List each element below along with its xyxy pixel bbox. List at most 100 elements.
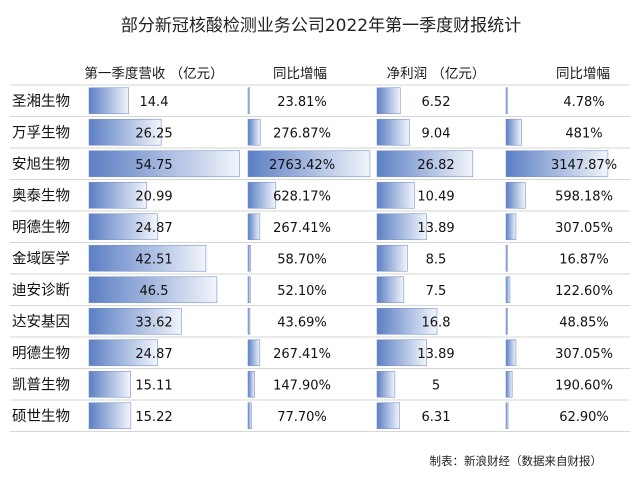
bar-net-profit [376, 339, 427, 367]
bar-profit-growth [505, 118, 522, 146]
value-label-revenue: 26.25 [135, 126, 172, 141]
value-label-revenue-growth: 52.10% [277, 284, 327, 299]
value-label-net-profit: 7.5 [426, 284, 447, 299]
header-revenue: 第一季度营收 （亿元） [84, 65, 223, 82]
bar-revenue-growth [247, 370, 255, 398]
company-label: 明德生物 [12, 219, 70, 236]
table-row: 圣湘生物 14.4 23.81% 6.52 4.78% [10, 87, 630, 117]
bar-revenue [88, 181, 148, 209]
bar-profit-growth [505, 402, 509, 430]
bar-revenue [88, 150, 240, 178]
company-label: 万孚生物 [12, 124, 70, 141]
bar-revenue-growth [247, 402, 252, 430]
header-revenue-growth: 同比增幅 [273, 66, 327, 82]
value-label-net-profit: 8.5 [426, 252, 447, 267]
value-label-revenue: 15.11 [135, 378, 172, 393]
company-label: 安旭生物 [12, 156, 70, 173]
value-label-revenue-growth: 147.90% [273, 378, 331, 393]
company-label: 迪安诊断 [12, 282, 70, 299]
value-label-revenue-growth: 276.87% [273, 126, 331, 141]
value-label-revenue: 20.99 [135, 189, 172, 204]
bar-net-profit [376, 150, 474, 178]
bar-net-profit [376, 402, 400, 430]
value-label-net-profit: 10.49 [417, 189, 454, 204]
bar-profit-growth [505, 339, 517, 367]
value-label-profit-growth: 4.78% [563, 95, 604, 110]
value-label-net-profit: 16.8 [422, 315, 451, 330]
bar-profit-growth [505, 244, 508, 272]
header-net-profit: 净利润 （亿元） [387, 66, 486, 82]
bar-revenue [88, 118, 162, 146]
value-label-revenue-growth: 267.41% [273, 347, 331, 362]
bar-revenue [88, 213, 158, 241]
table-row: 奥泰生物 20.99 628.17% 10.49 598.18% [10, 181, 630, 212]
bar-revenue-growth [247, 213, 261, 241]
bar-revenue-growth [247, 181, 277, 209]
value-label-profit-growth: 62.90% [559, 410, 609, 425]
header-profit-growth: 同比增幅 [556, 66, 610, 82]
company-label: 明德生物 [12, 345, 70, 362]
table-row: 明德生物 24.87 267.41% 13.89 307.05% [10, 339, 630, 369]
table-row: 凯普生物 15.11 147.90% 5 190.60% [10, 370, 630, 401]
value-label-revenue-growth: 2763.42% [269, 158, 335, 173]
bar-revenue [88, 244, 207, 272]
value-label-revenue: 46.5 [140, 284, 169, 299]
bar-net-profit [376, 307, 438, 335]
value-label-net-profit: 6.31 [422, 410, 451, 425]
bar-profit-growth [505, 370, 513, 398]
bar-net-profit [376, 87, 401, 115]
table-row: 硕世生物 15.22 77.70% 6.31 62.90% [10, 402, 630, 432]
bar-profit-growth [505, 307, 508, 335]
bar-revenue [88, 307, 182, 335]
value-label-profit-growth: 16.87% [559, 252, 609, 267]
value-label-profit-growth: 598.18% [555, 189, 613, 204]
bar-revenue [88, 276, 218, 304]
value-label-profit-growth: 190.60% [555, 378, 613, 393]
value-label-revenue-growth: 43.69% [277, 315, 327, 330]
bar-revenue [88, 402, 132, 430]
value-label-revenue: 33.62 [135, 315, 172, 330]
company-label: 奥泰生物 [12, 187, 70, 204]
bar-net-profit [376, 370, 396, 398]
bar-revenue [88, 339, 158, 367]
value-label-profit-growth: 122.60% [555, 284, 613, 299]
value-label-net-profit: 6.52 [422, 95, 451, 110]
bar-net-profit [376, 181, 415, 209]
bar-profit-growth [505, 87, 508, 115]
value-label-revenue: 15.22 [135, 410, 172, 425]
company-label: 凯普生物 [12, 376, 70, 393]
value-label-revenue: 24.87 [135, 347, 172, 362]
value-label-revenue-growth: 77.70% [277, 410, 327, 425]
bar-profit-growth [505, 181, 526, 209]
table-row: 金域医学 42.51 58.70% 8.5 16.87% [10, 244, 630, 275]
bar-revenue [88, 370, 131, 398]
company-label: 达安基因 [12, 313, 70, 330]
value-label-revenue: 42.51 [135, 252, 172, 267]
company-label: 金域医学 [12, 250, 70, 267]
bar-profit-growth [505, 276, 511, 304]
table-row: 迪安诊断 46.5 52.10% 7.5 122.60% [10, 276, 630, 306]
bar-profit-growth [505, 213, 517, 241]
bar-revenue-growth [247, 118, 261, 146]
value-label-revenue: 54.75 [135, 158, 172, 173]
value-label-net-profit: 26.82 [417, 158, 454, 173]
company-label: 圣湘生物 [12, 93, 70, 110]
table-row: 达安基因 33.62 43.69% 16.8 48.85% [10, 307, 630, 338]
value-label-net-profit: 13.89 [417, 347, 454, 362]
value-label-profit-growth: 307.05% [555, 347, 613, 362]
bar-revenue-growth [247, 87, 250, 115]
value-label-profit-growth: 307.05% [555, 221, 613, 236]
value-label-revenue-growth: 58.70% [277, 252, 327, 267]
table-body: 圣湘生物 14.4 23.81% 6.52 4.78% 万孚生物 26.25 276.87% 9… [10, 84, 630, 432]
bar-revenue-growth [247, 150, 371, 178]
table-row: 万孚生物 26.25 276.87% 9.04 481% [10, 118, 630, 149]
value-label-net-profit: 9.04 [422, 126, 451, 141]
bar-net-profit [376, 213, 427, 241]
bar-revenue-growth [247, 244, 251, 272]
table-row: 安旭生物 54.75 2763.42% 26.82 3147.87% [10, 150, 630, 180]
footer-note: 制表：新浪财经（数据来自财报） [430, 454, 603, 468]
value-label-revenue-growth: 267.41% [273, 221, 331, 236]
value-label-profit-growth: 48.85% [559, 315, 609, 330]
value-label-profit-growth: 481% [565, 126, 602, 141]
